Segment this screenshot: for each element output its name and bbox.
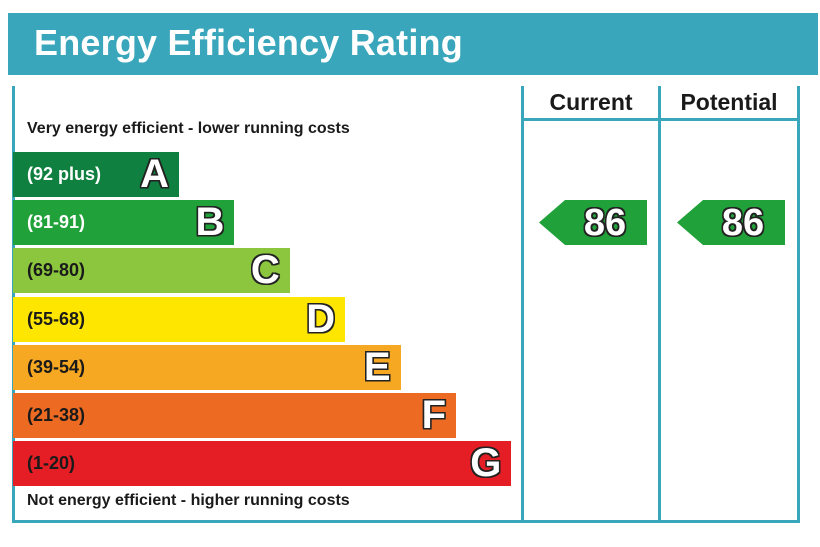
band-range-label: (81-91) xyxy=(27,212,86,233)
band-range-label: (92 plus) xyxy=(27,164,102,184)
header-bar: Energy Efficiency Rating xyxy=(8,13,818,75)
band-range-label: (69-80) xyxy=(27,260,86,281)
potential-rating-arrow: 86 xyxy=(677,200,785,245)
potential-arrow-shape xyxy=(677,200,785,245)
current-column-header: Current xyxy=(549,89,633,115)
band-letter: A xyxy=(140,152,169,196)
top-caption: Very energy efficient - lower running co… xyxy=(27,120,350,137)
rating-band-c: (69-80) C xyxy=(13,248,290,294)
potential-column-header: Potential xyxy=(680,89,778,115)
current-column-left-border xyxy=(521,86,524,523)
band-range-label: (1-20) xyxy=(27,453,76,474)
rating-band-g: (1-20) G xyxy=(13,441,512,487)
band-range-label: (39-54) xyxy=(27,356,86,377)
rating-band-e: (39-54) E xyxy=(13,344,401,390)
rating-band-b: (81-91) B xyxy=(13,200,235,246)
rating-band-a: (92 plus) A xyxy=(13,152,179,197)
frame-bottom-border xyxy=(12,520,800,523)
rating-band-f: (21-38) F xyxy=(13,393,456,438)
current-rating-arrow: 86 xyxy=(539,200,647,245)
column-header-divider xyxy=(521,118,800,121)
bottom-caption: Not energy efficient - higher running co… xyxy=(27,492,350,509)
current-column-right-border xyxy=(658,86,661,523)
band-range-label: (21-38) xyxy=(27,405,86,425)
band-letter: C xyxy=(250,248,280,293)
potential-rating-value: 86 xyxy=(721,202,765,244)
band-range-label: (55-68) xyxy=(27,308,86,329)
band-letter: D xyxy=(306,296,336,341)
current-rating-value: 86 xyxy=(583,202,627,244)
band-letter: F xyxy=(421,393,446,437)
band-letter: B xyxy=(195,200,225,245)
band-letter: G xyxy=(470,441,502,486)
current-arrow-shape xyxy=(539,200,647,245)
rating-band-d: (55-68) D xyxy=(13,296,346,342)
potential-column-right-border xyxy=(797,86,800,523)
chart-title: Energy Efficiency Rating xyxy=(34,22,463,63)
band-letter: E xyxy=(363,344,391,389)
